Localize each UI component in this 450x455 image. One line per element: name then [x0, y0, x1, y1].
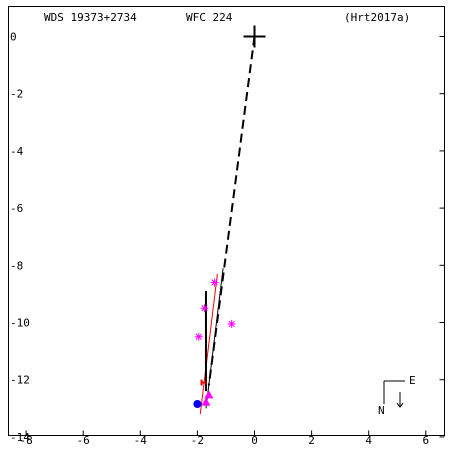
y-tick-label: -6	[10, 202, 23, 215]
wds-id-label: WDS 19373+2734	[44, 11, 137, 24]
x-tick-label: -8	[19, 434, 32, 447]
x-tick-label: -6	[77, 434, 90, 447]
observation-points	[193, 25, 266, 409]
y-tick-label: -2	[10, 88, 23, 101]
x-tick-label: -4	[134, 434, 148, 447]
speckle-point	[227, 319, 236, 328]
x-tick-label: 2	[308, 434, 315, 447]
y-tick-label: -10	[10, 317, 30, 330]
axis-ticks: -8 -6 -4 -2 0 2 4 6 0 -2 -4 -6 -8 -10 -12 -14	[10, 31, 445, 447]
fit-line	[205, 268, 224, 409]
orbit-dashed-line	[207, 36, 256, 386]
speckle-point	[210, 278, 219, 287]
y-tick-label: -8	[10, 259, 23, 272]
latest-measure-point	[193, 400, 202, 409]
triangle-point	[201, 397, 211, 406]
discoverer-label: WFC 224	[186, 11, 233, 24]
speckle-point	[194, 332, 203, 341]
plot-frame	[8, 6, 445, 436]
compass: E N	[378, 374, 416, 417]
micrometric-point	[200, 379, 207, 386]
reference-label: (Hrt2017a)	[344, 11, 410, 24]
compass-east-label: E	[409, 374, 416, 387]
y-tick-label: -14	[10, 431, 30, 444]
triangle-point	[204, 390, 214, 399]
compass-north-label: N	[378, 404, 385, 417]
orbit-lines	[199, 36, 256, 415]
fit-line	[199, 273, 218, 415]
primary-star-marker	[243, 25, 266, 48]
x-tick-label: -2	[191, 434, 204, 447]
x-tick-label: 0	[251, 434, 258, 447]
compass-motion-arrow-icon	[396, 392, 404, 408]
x-tick-label: 6	[422, 434, 429, 447]
y-tick-label: -4	[10, 145, 24, 158]
y-tick-label: -12	[10, 374, 30, 387]
y-tick-label: 0	[10, 31, 17, 44]
speckle-point	[200, 304, 209, 313]
x-tick-label: 4	[365, 434, 372, 447]
